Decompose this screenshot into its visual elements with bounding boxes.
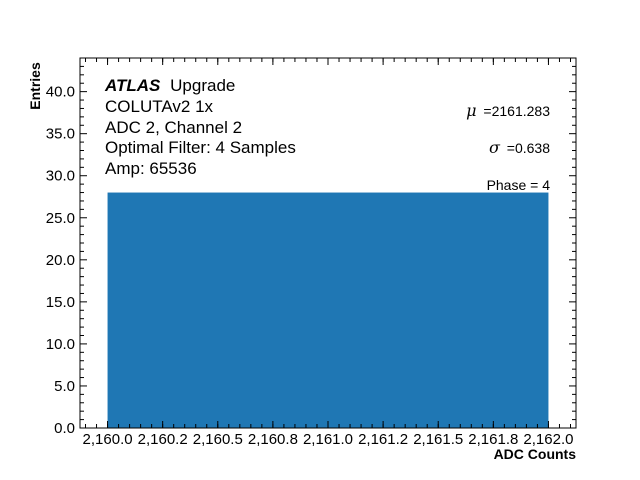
y-tick-label-8: 40.0 xyxy=(46,84,75,101)
x-axis-title: ADC Counts xyxy=(494,446,577,462)
svg-text:μ =2161.283: μ =2161.283 xyxy=(466,101,550,120)
y-tick-label-2: 10.0 xyxy=(46,336,75,353)
x-tick-label-7: 2,161.8 xyxy=(468,431,518,448)
x-tick-label-8: 2,162.0 xyxy=(523,431,573,448)
y-axis-title: Entries xyxy=(27,62,43,110)
x-tick-label-4: 2,161.0 xyxy=(303,431,353,448)
mu-symbol: μ xyxy=(466,101,476,120)
svg-text:ATLAS Upgrade: ATLAS Upgrade xyxy=(104,76,235,95)
x-tick-label-2: 2,160.5 xyxy=(193,431,243,448)
sigma-symbol: σ xyxy=(489,138,501,157)
y-tick-label-4: 20.0 xyxy=(46,252,75,269)
annotation-line-2: ADC 2, Channel 2 xyxy=(105,118,242,137)
y-tick-label-0: 0.0 xyxy=(54,420,75,437)
info-annotation: ATLAS Upgrade COLUTAv2 1x ADC 2, Channel… xyxy=(104,76,296,178)
x-tick-label-6: 2,161.5 xyxy=(413,431,463,448)
mu-value: =2161.283 xyxy=(483,103,550,119)
annotation-line-3: Optimal Filter: 4 Samples xyxy=(105,138,296,157)
stats-box: μ =2161.283 σ =0.638 Phase = 4 xyxy=(466,101,550,193)
y-tick-label-6: 30.0 xyxy=(46,168,75,185)
sigma-value: =0.638 xyxy=(507,140,550,156)
phase-label: Phase = 4 xyxy=(487,177,551,193)
y-tick-label-3: 15.0 xyxy=(46,294,75,311)
ticks-layer: 0.0 5.0 10.0 15.0 20.0 25.0 30.0 35.0 40.0 2,160.… xyxy=(46,57,576,448)
upgrade-label: Upgrade xyxy=(170,76,235,95)
x-tick-label-5: 2,161.2 xyxy=(358,431,408,448)
annotation-line-4: Amp: 65536 xyxy=(105,159,197,178)
x-tick-label-0: 2,160.0 xyxy=(83,431,133,448)
x-tick-label-1: 2,160.2 xyxy=(138,431,188,448)
bars-layer xyxy=(107,192,549,428)
plot-frame xyxy=(79,57,577,429)
histogram-bar-0 xyxy=(107,192,549,428)
y-tick-label-7: 35.0 xyxy=(46,126,75,143)
svg-text:σ =0.638: σ =0.638 xyxy=(489,138,550,157)
y-tick-label-5: 25.0 xyxy=(46,210,75,227)
y-tick-label-1: 5.0 xyxy=(54,378,75,395)
x-tick-label-3: 2,160.8 xyxy=(248,431,298,448)
annotation-line-1: COLUTAv2 1x xyxy=(105,97,214,116)
atlas-label: ATLAS xyxy=(104,76,161,95)
